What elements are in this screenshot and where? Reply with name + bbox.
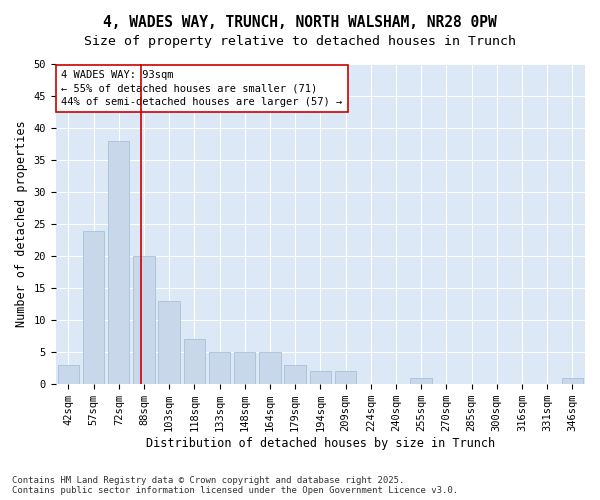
Bar [108,141,130,384]
Bar [83,230,104,384]
Bar [410,378,432,384]
Text: Size of property relative to detached houses in Trunch: Size of property relative to detached ho… [84,35,516,48]
Bar [335,372,356,384]
Bar [158,301,180,384]
Bar [562,378,583,384]
Bar [259,352,281,384]
Text: Contains HM Land Registry data © Crown copyright and database right 2025.
Contai: Contains HM Land Registry data © Crown c… [12,476,458,495]
X-axis label: Distribution of detached houses by size in Trunch: Distribution of detached houses by size … [146,437,495,450]
Bar [234,352,256,384]
Bar [284,365,306,384]
Text: 4, WADES WAY, TRUNCH, NORTH WALSHAM, NR28 0PW: 4, WADES WAY, TRUNCH, NORTH WALSHAM, NR2… [103,15,497,30]
Bar [209,352,230,384]
Bar [133,256,155,384]
Bar [184,340,205,384]
Bar [310,372,331,384]
Y-axis label: Number of detached properties: Number of detached properties [15,121,28,328]
Bar [58,365,79,384]
Text: 4 WADES WAY: 93sqm
← 55% of detached houses are smaller (71)
44% of semi-detache: 4 WADES WAY: 93sqm ← 55% of detached hou… [61,70,343,107]
